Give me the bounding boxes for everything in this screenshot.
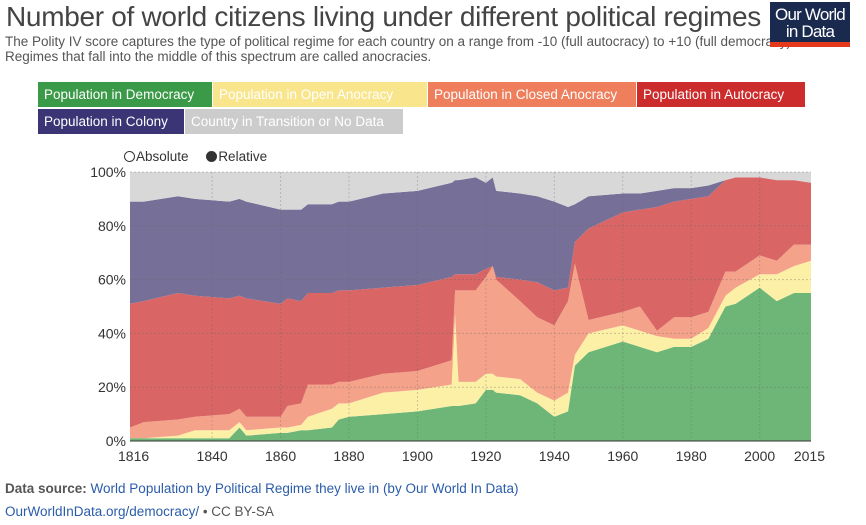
logo-line1: Our World [775,5,846,24]
y-tick-label: 60% [98,272,126,288]
legend-item[interactable]: Population in Colony [38,109,184,134]
x-tick-label: 2015 [794,448,825,464]
y-tick-label: 20% [98,379,126,395]
x-tick-label: 2000 [744,448,775,464]
radio-empty-icon [124,151,135,162]
legend: Population in Democracy Population in Ope… [38,82,828,136]
radio-filled-icon [206,151,218,162]
area-population-in-colony [130,177,811,304]
legend-item[interactable]: Population in Closed Anocracy [428,82,636,107]
source-label: Data source: [5,481,87,496]
y-tick-label: 80% [98,218,126,234]
absolute-radio[interactable]: Absolute [124,149,189,164]
area-population-in-open-anocracy [130,260,811,439]
x-tick-label: 1900 [402,448,433,464]
logo-line2: in Data [785,22,835,41]
footer-license: OurWorldInData.org/democracy/ • CC BY-SA [5,504,274,519]
absolute-label: Absolute [136,149,189,164]
x-tick-label: 1880 [333,448,364,464]
legend-item[interactable]: Population in Democracy [38,82,212,107]
mode-toggle: Absolute Relative [124,149,267,164]
data-source: Data source: World Population by Politic… [5,481,518,496]
owid-logo[interactable]: Our World in Data [770,2,850,47]
chart-title: Number of world citizens living under di… [6,1,761,32]
legend-item[interactable]: Country in Transition or No Data [185,109,403,134]
x-tick-label: 1840 [197,448,228,464]
x-tick-label: 1980 [676,448,707,464]
area-population-in-democracy [130,287,811,441]
y-tick-label: 0% [106,433,126,449]
relative-radio[interactable]: Relative [206,149,267,164]
legend-item[interactable]: Population in Autocracy [637,82,805,107]
y-tick-label: 40% [98,325,126,341]
area-population-in-closed-anocracy [130,244,811,439]
x-tick-label: 1860 [265,448,296,464]
chart-subtitle: The Polity IV score captures the type of… [5,34,795,64]
x-tick-label: 1940 [539,448,570,464]
source-link[interactable]: World Population by Political Regime the… [90,481,519,496]
area-population-in-autocracy [130,177,811,428]
y-tick-label: 100% [90,164,126,180]
x-tick-label: 1960 [607,448,638,464]
area-country-in-transition-or-no-data [130,172,811,210]
license-text: • CC BY-SA [199,504,274,519]
x-tick-label: 1920 [470,448,501,464]
x-tick-label: 1816 [118,448,149,464]
owid-link[interactable]: OurWorldInData.org/democracy/ [5,504,200,519]
relative-label: Relative [218,149,268,164]
legend-item[interactable]: Population in Open Anocracy [213,82,427,107]
